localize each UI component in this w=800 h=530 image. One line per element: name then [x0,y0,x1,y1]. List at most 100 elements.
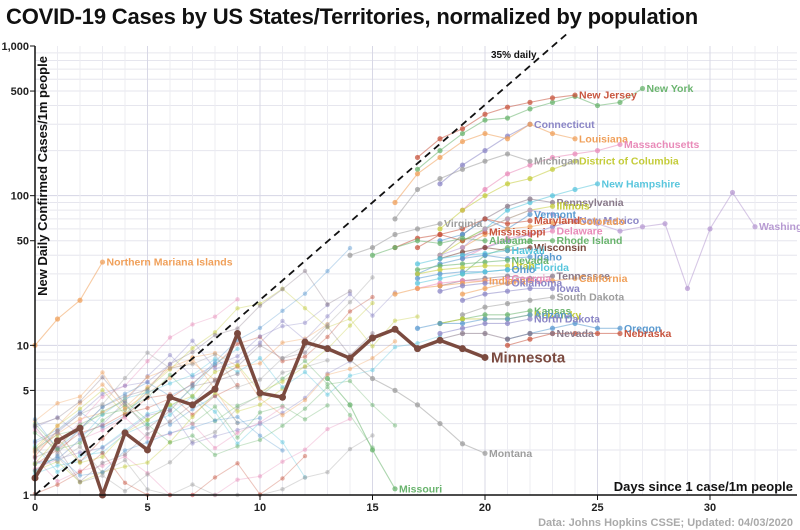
series-point [414,325,421,331]
highlight-point [144,446,151,454]
background-point [100,470,105,475]
background-point [167,365,173,370]
background-point [257,420,263,425]
series-point [527,162,533,168]
series-point [572,151,578,157]
background-point [55,446,60,452]
series-point [392,199,398,206]
background-point [122,403,128,408]
series-point [482,263,488,269]
background-line [34,416,283,477]
background-point [122,394,128,399]
background-point [347,323,353,328]
background-point [347,245,353,251]
background-line [34,288,418,449]
background-point [145,422,150,427]
background-point [235,420,240,426]
background-point [257,334,263,339]
background-line [34,270,351,455]
y-tick-label: 5 [23,385,29,397]
series-label: Washington [759,221,800,233]
series-point [482,216,488,222]
series-point [459,244,466,251]
series-point [482,148,488,154]
background-point [280,340,285,345]
background-point [257,437,263,443]
background-point [190,393,195,399]
series-point [482,186,488,193]
background-point [190,372,195,378]
background-point [77,468,83,473]
background-point [122,448,128,453]
series-point [459,207,466,213]
background-point [190,381,195,386]
background-point [302,364,308,369]
series-line [462,143,621,211]
background-point [122,375,128,381]
series-point [527,316,533,322]
background-point [235,306,240,311]
background-point [55,459,60,464]
background-point [212,351,218,356]
background-line [34,406,283,470]
background-point [145,374,150,380]
series-line [462,221,576,249]
background-point [325,392,330,397]
background-point [190,338,195,343]
series-point [504,257,511,263]
background-point [280,386,285,391]
background-point [55,451,60,456]
background-point [280,324,285,329]
series-label: Kentucky [534,309,581,321]
series-point [527,336,533,342]
background-point [392,344,398,350]
background-point [302,395,308,401]
series-point [414,271,421,277]
background-point [167,460,173,465]
background-point [212,377,218,383]
background-point [280,318,285,324]
series-label: New York [647,83,694,95]
series-line [439,282,508,292]
series-point [684,285,691,292]
highlight-point [211,385,219,393]
series-label: Nevada [512,255,550,267]
y-tick-label: 1 [23,490,29,502]
series-label: Vermont [534,209,577,221]
background-point [257,334,263,340]
series-point [459,231,466,238]
background-point [280,370,285,375]
background-line [34,292,396,444]
series-point [549,154,556,161]
background-point [302,268,308,274]
background-point [55,445,60,450]
series-point [369,252,376,258]
series-label: Florida [534,262,569,274]
background-line [34,304,328,436]
background-point [302,417,308,422]
series-point [459,138,466,145]
background-point [100,404,105,409]
series-point [482,111,488,117]
series-point [437,226,443,232]
series-point [437,231,443,238]
background-point [235,364,240,369]
background-point [77,419,83,424]
background-point [190,421,195,426]
background-point [77,416,83,422]
series-point [437,271,443,277]
background-point [280,308,285,314]
series-label: Iowa [557,283,580,295]
y-tick-label: 10 [17,340,29,352]
series-point [527,207,533,213]
background-point [257,433,263,438]
background-point [55,463,60,468]
series-point [459,316,466,322]
background-point [190,441,195,446]
series-label: Massachusetts [624,139,699,151]
background-point [145,405,150,411]
background-point [415,340,420,346]
background-point [257,325,263,331]
background-point [55,401,60,406]
highlight-point [436,336,444,344]
